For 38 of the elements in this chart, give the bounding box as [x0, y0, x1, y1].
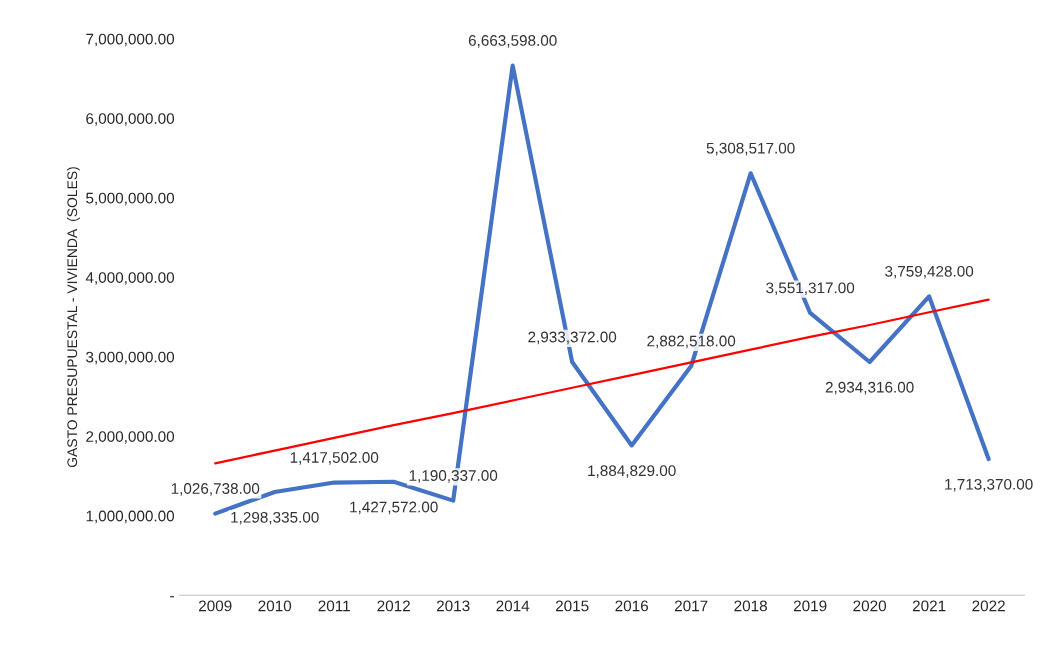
- y-tick-label: 4,000,000.00: [85, 272, 175, 285]
- data-label: 3,759,428.00: [885, 265, 974, 279]
- data-label: 2,933,372.00: [528, 331, 617, 345]
- y-axis-title: GASTO PRESUPUESTAL - VIVIENDA (SOLES): [66, 167, 80, 468]
- x-tick-label: 2013: [436, 600, 470, 612]
- data-label: 1,190,337.00: [409, 470, 498, 483]
- data-label: 1,417,502.00: [290, 452, 379, 465]
- y-tick-label: 2,000,000.00: [86, 431, 175, 444]
- data-label: 6,663,598.00: [468, 35, 557, 48]
- x-tick-label: 2020: [853, 600, 887, 612]
- y-tick-label: 1,000,000.00: [86, 510, 175, 524]
- data-label: 1,884,829.00: [588, 465, 676, 478]
- data-label: 2,934,316.00: [825, 381, 914, 395]
- data-label: 1,026,738.00: [171, 483, 260, 496]
- x-tick-label: 2012: [377, 600, 410, 612]
- data-label: 1,427,572.00: [350, 501, 438, 515]
- x-tick-label: 2016: [615, 600, 648, 612]
- y-tick-label: -: [170, 596, 174, 598]
- y-tick-label: 7,000,000.00: [86, 33, 175, 47]
- y-tick-label: 6,000,000.00: [86, 113, 175, 126]
- x-tick-label: 2015: [555, 600, 589, 612]
- data-label: 1,713,370.00: [945, 478, 1033, 492]
- x-tick-label: 2014: [496, 600, 530, 612]
- x-tick-label: 2018: [734, 600, 767, 612]
- y-tick-label: 3,000,000.00: [86, 351, 175, 365]
- x-tick-label: 2010: [258, 600, 292, 612]
- x-tick-label: 2011: [318, 600, 350, 612]
- data-label: 3,551,317.00: [766, 282, 855, 296]
- x-tick-label: 2019: [793, 600, 827, 612]
- data-label: 2,882,518.00: [647, 335, 736, 349]
- x-tick-label: 2021: [912, 600, 946, 612]
- data-label: 1,298,335.00: [231, 511, 319, 525]
- x-tick-label: 2009: [198, 600, 232, 612]
- x-tick-label: 2017: [674, 600, 708, 612]
- x-tick-label: 2022: [972, 600, 1005, 612]
- line-series: [214, 298, 990, 465]
- y-tick-label: 5,000,000.00: [86, 192, 175, 206]
- data-label: 5,308,517.00: [706, 142, 795, 156]
